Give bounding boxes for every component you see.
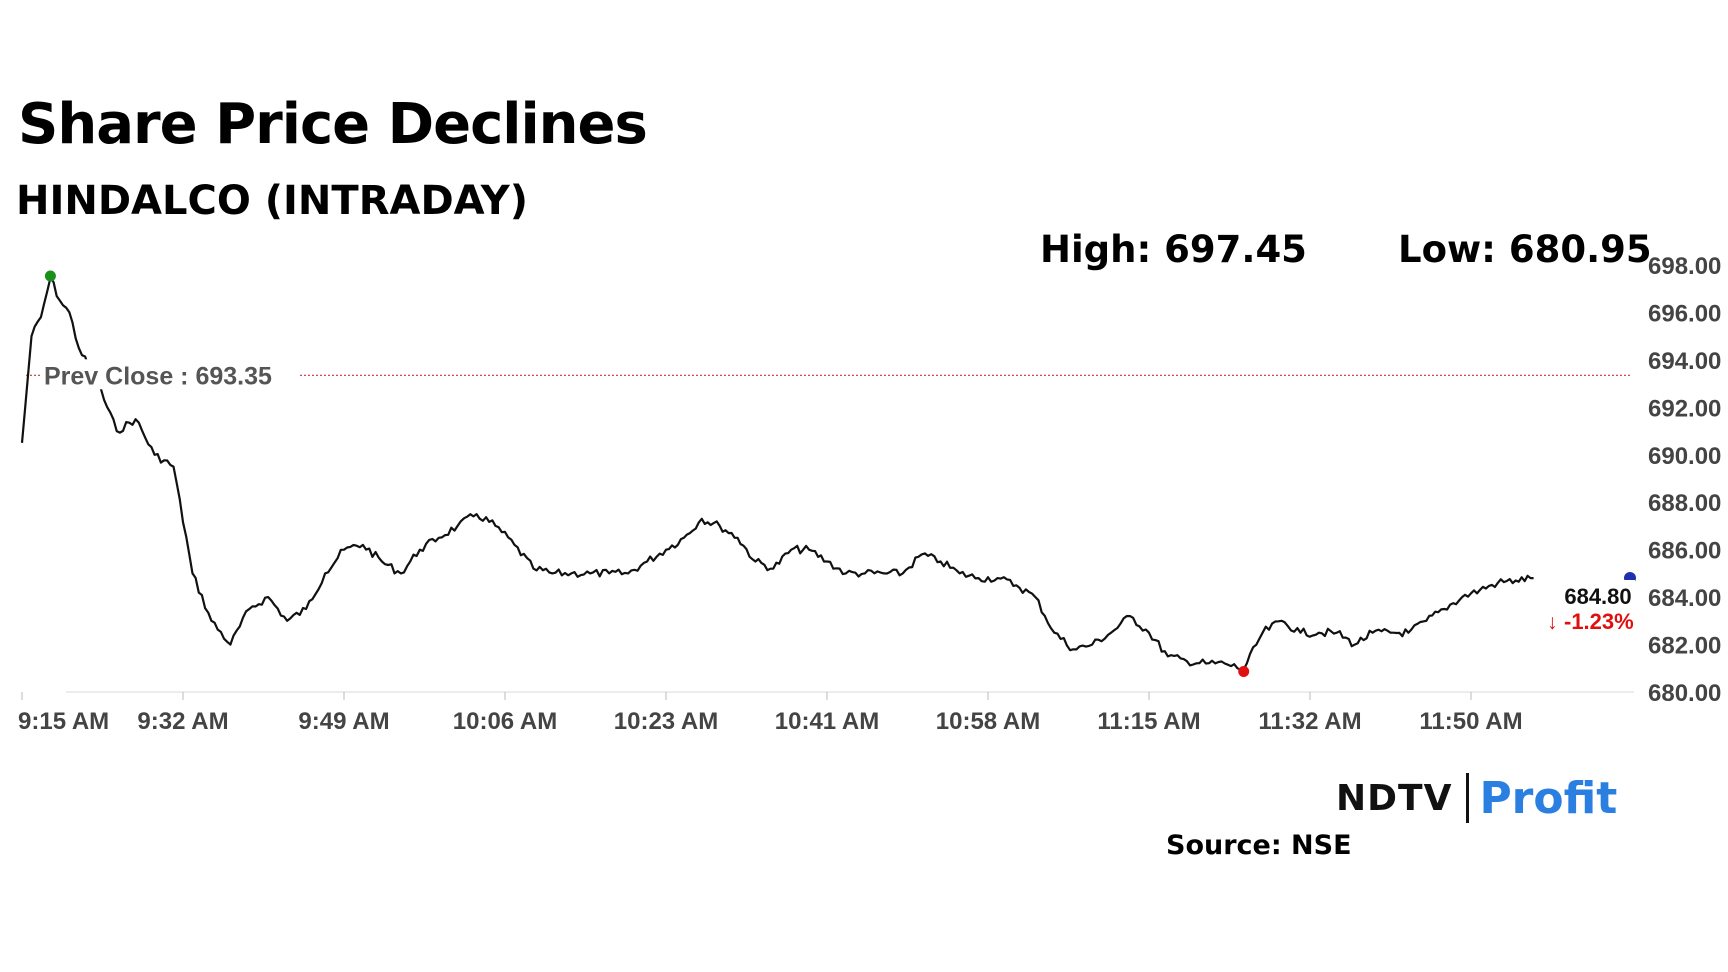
x-tick-label: 9:32 AM	[137, 708, 228, 735]
prev-close-label: Prev Close : 693.35	[44, 362, 272, 390]
x-tick-label: 10:58 AM	[936, 708, 1040, 735]
low-label: Low: 680.95	[1398, 228, 1652, 271]
x-tick-label: 10:06 AM	[453, 708, 557, 735]
y-tick-label: 682.00	[1648, 633, 1721, 660]
x-tick-label: 11:50 AM	[1419, 708, 1522, 735]
y-tick-label: 684.00	[1648, 585, 1721, 612]
brand-ndtv: NDTV	[1336, 777, 1453, 819]
high-label: High: 697.45	[1040, 228, 1307, 271]
brand-profit: Profit	[1479, 772, 1618, 824]
x-tick-label: 10:23 AM	[614, 708, 718, 735]
chart-subtitle: HINDALCO (INTRADAY)	[16, 178, 529, 224]
y-tick-label: 694.00	[1648, 348, 1721, 375]
y-tick-label: 698.00	[1648, 253, 1721, 280]
y-tick-label: 690.00	[1648, 443, 1721, 470]
high-marker	[44, 270, 56, 282]
prev-close-label-bg	[40, 359, 294, 390]
x-tick-label: 10:41 AM	[775, 708, 879, 735]
y-tick-label: 686.00	[1648, 538, 1721, 565]
x-tick-label: 9:15 AM	[18, 708, 109, 735]
x-tick-label: 11:15 AM	[1097, 708, 1200, 735]
y-tick-label: 688.00	[1648, 490, 1721, 517]
down-arrow-icon: ↓	[1547, 611, 1558, 634]
price-series-line	[20, 276, 1534, 671]
y-tick-label: 696.00	[1648, 300, 1721, 327]
last-price-callout-bg	[1545, 580, 1635, 636]
change-percent-label: -1.23%	[1564, 609, 1634, 634]
source-label: Source: NSE	[1166, 830, 1352, 861]
y-tick-label: 680.00	[1648, 680, 1721, 707]
last-price-label: 684.80	[1564, 584, 1631, 609]
x-tick-label: 11:32 AM	[1258, 708, 1361, 735]
chart-title: Share Price Declines	[18, 92, 648, 157]
ndtv-profit-logo: NDTV Profit	[1336, 770, 1617, 826]
low-marker	[1238, 665, 1250, 677]
x-tick-label: 9:49 AM	[298, 708, 389, 735]
y-tick-label: 692.00	[1648, 395, 1721, 422]
brand-separator	[1466, 773, 1470, 823]
